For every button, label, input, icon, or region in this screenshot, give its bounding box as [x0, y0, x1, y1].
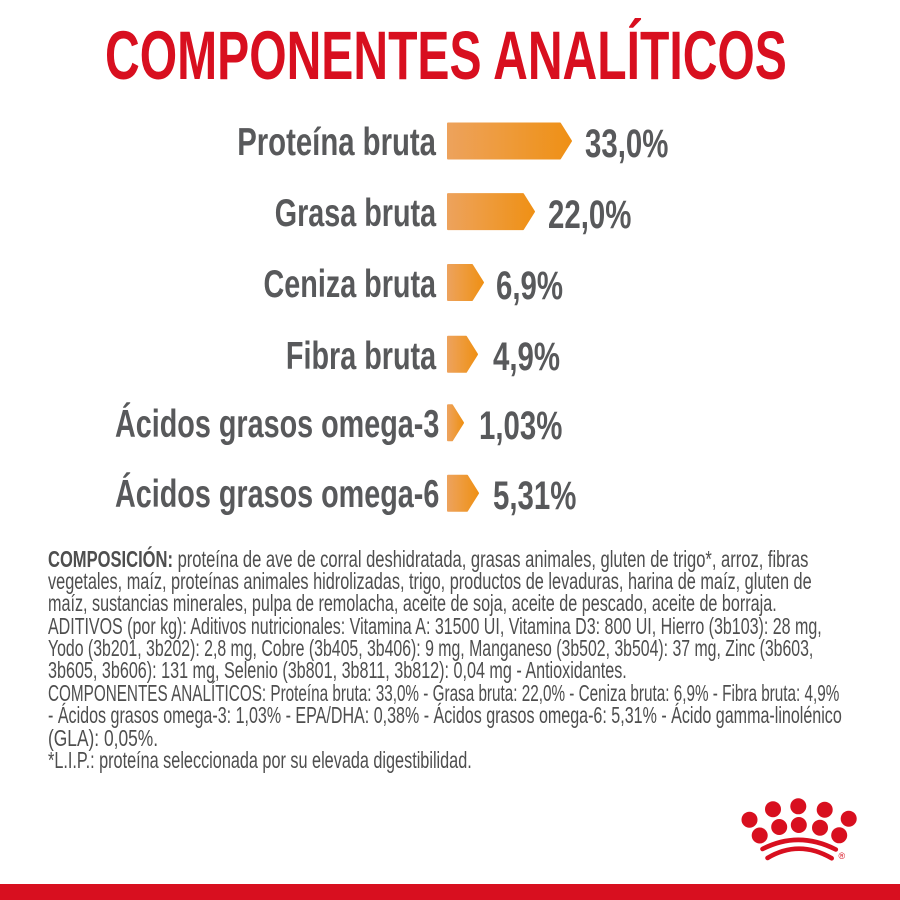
svg-text:®: ® — [839, 851, 846, 861]
